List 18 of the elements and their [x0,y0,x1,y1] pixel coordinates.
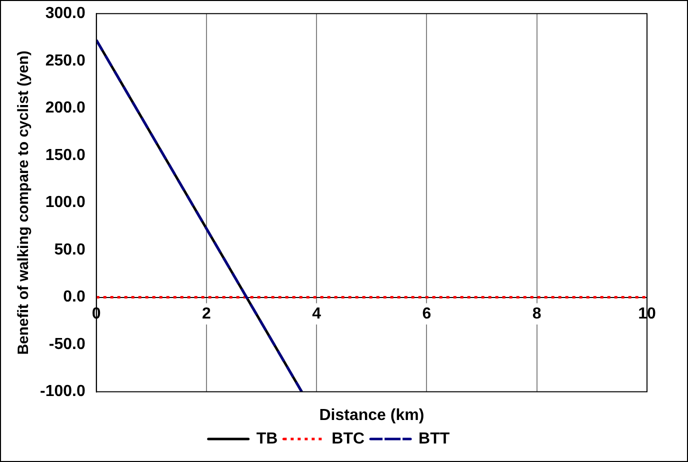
y-tick-label: -50.0 [48,336,86,353]
y-tick-label: 100.0 [45,194,86,212]
x-axis-title: Distance (km) [319,406,424,424]
y-tick-label: 50.0 [54,241,86,258]
x-tick-label: 6 [422,305,432,322]
legend-label: TB [256,430,278,448]
legend-label: BTT [418,430,450,448]
y-axis-title: Benefit of walking compare to cyclist (yen) [15,50,32,355]
y-tick-label: 150.0 [45,146,86,164]
x-tick-label: 4 [312,305,322,322]
y-tick-label: -100.0 [40,383,86,400]
y-tick-label: 0.0 [63,288,86,306]
y-tick-label: 300.0 [45,5,86,22]
x-tick-label: 2 [202,305,212,322]
y-tick-label: 200.0 [45,100,86,117]
x-tick-label: 8 [532,305,542,322]
y-tick-label: 250.0 [45,52,86,70]
legend-label: BTC [332,430,365,448]
